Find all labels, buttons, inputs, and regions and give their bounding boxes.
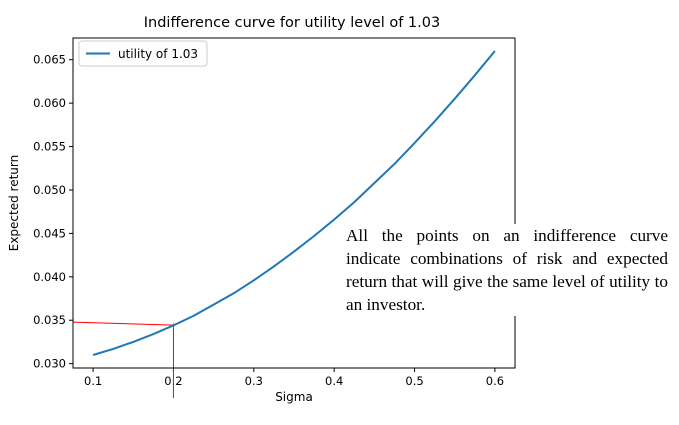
y-tick-label: 0.050 bbox=[33, 183, 66, 197]
y-tick-label: 0.030 bbox=[33, 357, 66, 371]
y-tick-label: 0.040 bbox=[33, 270, 66, 284]
y-axis-ticks: 0.030 0.035 0.040 0.045 0.050 0.055 0.060 0.065 bbox=[33, 53, 73, 371]
y-tick-label: 0.065 bbox=[33, 53, 66, 67]
x-tick-label: 0.6 bbox=[486, 374, 504, 388]
chart-title: Indifference curve for utility level of … bbox=[144, 15, 440, 31]
y-axis-label: Expected return bbox=[7, 155, 21, 252]
plot-frame bbox=[72, 37, 516, 369]
x-tick-label: 0.3 bbox=[245, 374, 263, 388]
series-line-utility bbox=[92, 50, 496, 356]
x-tick-label: 0.1 bbox=[84, 374, 102, 388]
legend-label: utility of 1.03 bbox=[118, 47, 198, 61]
x-axis-ticks: 0.1 0.2 0.3 0.4 0.5 0.6 bbox=[84, 368, 504, 388]
legend: utility of 1.03 bbox=[78, 40, 208, 67]
y-tick-label: 0.055 bbox=[33, 140, 66, 154]
x-axis-label: Sigma bbox=[275, 390, 313, 404]
highlight-lines bbox=[72, 321, 174, 398]
legend-box bbox=[78, 40, 208, 67]
highlight-horizontal-line bbox=[72, 321, 174, 326]
x-tick-label: 0.5 bbox=[405, 374, 423, 388]
annotation-text: All the points on an indifference curve … bbox=[346, 224, 668, 316]
y-tick-label: 0.035 bbox=[33, 313, 66, 327]
y-tick-label: 0.060 bbox=[33, 96, 66, 110]
y-tick-label: 0.045 bbox=[33, 226, 66, 240]
x-tick-label: 0.4 bbox=[325, 374, 343, 388]
